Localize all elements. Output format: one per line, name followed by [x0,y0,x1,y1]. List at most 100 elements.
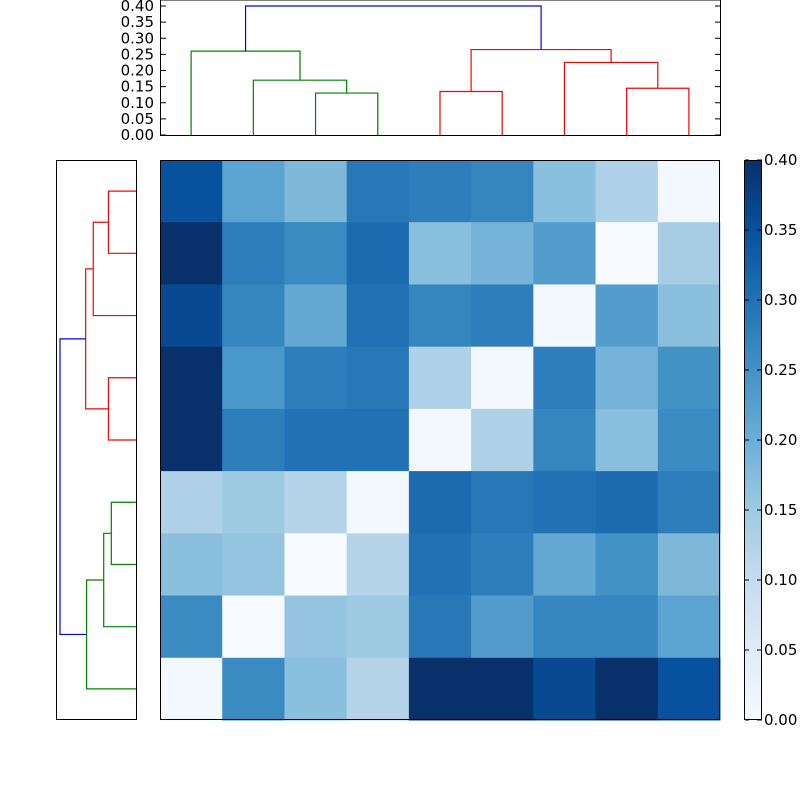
heatmap-cell-r5-c9 [657,408,721,472]
top-dendrogram-y-axis: 0.000.050.100.150.200.250.300.350.40 [121,0,721,144]
left-dendrogram-link-2 [107,377,136,441]
left-dendrogram [56,160,137,720]
heatmap-cell-r2-c7 [533,222,597,285]
top-dendrogram-link-7 [470,48,612,92]
heatmap-cell-r4-c2 [222,346,285,410]
heatmap-cell-r7-c4 [346,533,410,597]
heatmap-cell-r2-c2 [222,222,285,285]
colorbar-tick-label: 0.25 [764,361,797,379]
top-dendrogram-link-8 [244,5,542,52]
top-dendrogram-link-6 [563,61,659,135]
heatmap-cell-r3-c7 [533,284,597,348]
heatmap-cell-r9-c9 [657,657,721,721]
heatmap-cell-r5-c5 [408,408,472,472]
top-dendrogram-frame [160,0,721,136]
top-dendrogram-tick-label: 0.20 [121,62,154,80]
colorbar: 0.00 0.05 0.10 0.15 0.20 0.25 0.30 0.35 0.40 [744,151,797,729]
heatmap-cell-r6-c6 [471,471,534,534]
colorbar-tick-label: 0.40 [764,151,797,169]
heatmap-cell-r7-c5 [408,533,472,597]
heatmap-cell-r8-c9 [657,595,721,659]
heatmap-cell-r1-c6 [471,160,534,223]
heatmap-cell-r9-c3 [284,657,348,721]
top-dendrogram-tick-label: 0.35 [121,13,154,31]
heatmap-cell-r8-c2 [222,595,285,659]
heatmap-cell-r3-c9 [657,284,721,348]
heatmap-cell-r4-c4 [346,346,410,410]
heatmap-cell-r7-c3 [284,533,348,597]
heatmap-cell-r7-c6 [471,533,534,597]
heatmap-cell-r5-c1 [160,408,223,472]
top-dendrogram-link-3 [190,50,301,135]
heatmap-cell-r7-c2 [222,533,285,597]
heatmap-cell-r8-c4 [346,595,410,659]
heatmap-cell-r2-c6 [471,222,534,285]
colorbar-tick-label: 0.05 [764,641,797,659]
left-dendrogram-link-6 [103,532,136,628]
top-dendrogram-link-5 [626,87,690,135]
heatmap-cell-r3-c4 [346,284,410,348]
top-dendrogram-tick-label: 0.30 [121,29,154,47]
heatmap-cell-r7-c8 [595,533,659,597]
top-dendrogram-link-2 [252,79,348,135]
heatmap-cell-r5-c8 [595,408,659,472]
heatmap-cell-r6-c1 [160,471,223,534]
heatmap-cell-r3-c8 [595,284,659,348]
colorbar-tick-label: 0.15 [764,501,797,519]
top-dendrogram-tick-label: 0.40 [121,0,154,15]
heatmap-cell-r4-c8 [595,346,659,410]
heatmap-cell-r6-c9 [657,471,721,534]
heatmap-cell-r1-c5 [408,160,472,223]
heatmap-cell-r7-c1 [160,533,223,597]
heatmap-cell-r5-c6 [471,408,534,472]
heatmap-cell-r6-c2 [222,471,285,534]
top-dendrogram-tick-label: 0.10 [121,94,154,112]
heatmap-cell-r2-c5 [408,222,472,285]
heatmap-cell-r3-c5 [408,284,472,348]
top-dendrogram-tick-label: 0.25 [121,45,154,63]
heatmap-cell-r5-c7 [533,408,597,472]
heatmap-cell-r6-c8 [595,471,659,534]
heatmap-cell-r2-c9 [657,222,721,285]
heatmap-cell-r4-c1 [160,346,223,410]
heatmap-cell-r2-c3 [284,222,348,285]
heatmap-cell-r5-c4 [346,408,410,472]
heatmap-cell-r9-c7 [533,657,597,721]
heatmap-cell-r8-c8 [595,595,659,659]
top-dendrogram: 0.000.050.100.150.200.250.300.350.40 [121,0,721,144]
heatmap-cell-r5-c3 [284,408,348,472]
colorbar-tick-label: 0.20 [764,431,797,449]
heatmap-cell-r5-c2 [222,408,285,472]
heatmap-cell-r9-c4 [346,657,410,721]
heatmap-cell-r7-c7 [533,533,597,597]
colorbar-tick-label: 0.30 [764,291,797,309]
left-dendrogram-link-3 [92,221,136,317]
heatmap-cell-r2-c4 [346,222,410,285]
heatmap-cell-r3-c2 [222,284,285,348]
top-dendrogram-tick-label: 0.00 [121,126,154,144]
heatmap-cell-r2-c1 [160,222,223,285]
left-dendrogram-link-4 [85,268,109,410]
left-dendrogram-link-1 [107,190,136,254]
colorbar-tick-label: 0.00 [764,711,797,729]
heatmap-cell-r1-c4 [346,160,410,223]
heatmap-cell-r9-c5 [408,657,472,721]
colorbar-tick-label: 0.35 [764,221,797,239]
heatmap-cell-r1-c3 [284,160,348,223]
heatmap-cell-r3-c3 [284,284,348,348]
heatmap-cell-r6-c5 [408,471,472,534]
top-dendrogram-link-1 [314,92,379,135]
heatmap-cell-r9-c8 [595,657,659,721]
heatmap-cell-r1-c9 [657,160,721,223]
colorbar-axis: 0.00 0.05 0.10 0.15 0.20 0.25 0.30 0.35 0.40 [745,151,797,729]
heatmap-cell-r3-c1 [160,284,223,348]
colorbar-tick-label: 0.10 [764,571,797,589]
heatmap-cell-r1-c1 [160,160,223,223]
heatmap-cell-r6-c3 [284,471,348,534]
left-dendrogram-frame [56,160,137,720]
heatmap-cell-r1-c2 [222,160,285,223]
top-dendrogram-link-4 [439,90,503,135]
heatmap-cell-r7-c9 [657,533,721,597]
top-dendrogram-tick-label: 0.05 [121,110,154,128]
